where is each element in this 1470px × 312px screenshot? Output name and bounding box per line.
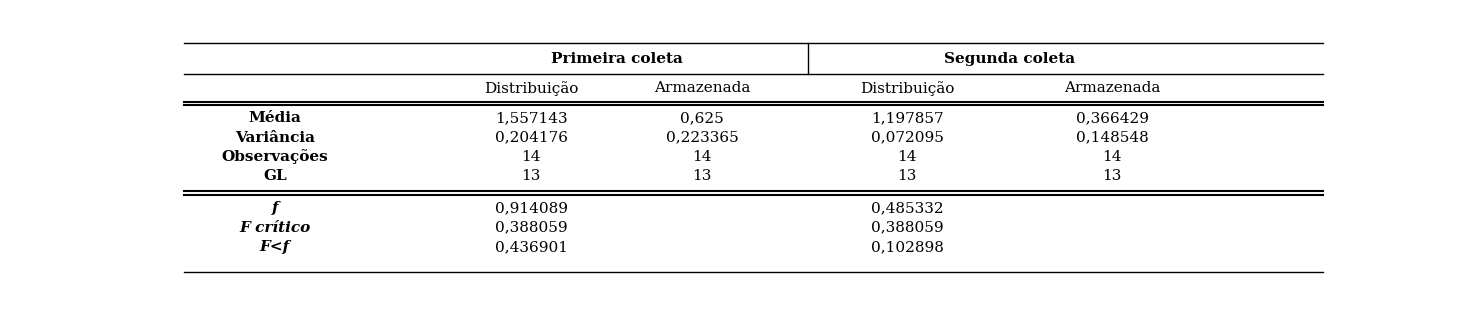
Text: 14: 14 (897, 150, 917, 164)
Text: 0,204176: 0,204176 (495, 130, 567, 144)
Text: 0,625: 0,625 (681, 111, 725, 125)
Text: Segunda coleta: Segunda coleta (944, 52, 1075, 66)
Text: 14: 14 (1102, 150, 1122, 164)
Text: Armazenada: Armazenada (654, 81, 750, 95)
Text: 1,197857: 1,197857 (870, 111, 944, 125)
Text: 1,557143: 1,557143 (495, 111, 567, 125)
Text: GL: GL (263, 169, 287, 183)
Text: Primeira coleta: Primeira coleta (551, 52, 682, 66)
Text: f: f (272, 201, 278, 215)
Text: 0,148548: 0,148548 (1076, 130, 1148, 144)
Text: 13: 13 (898, 169, 917, 183)
Text: Armazenada: Armazenada (1064, 81, 1160, 95)
Text: 0,102898: 0,102898 (870, 240, 944, 254)
Text: 14: 14 (522, 150, 541, 164)
Text: Distribuição: Distribuição (484, 81, 578, 96)
Text: Distribuição: Distribuição (860, 81, 954, 96)
Text: 13: 13 (522, 169, 541, 183)
Text: 0,436901: 0,436901 (495, 240, 567, 254)
Text: 13: 13 (1102, 169, 1122, 183)
Text: Observações: Observações (222, 149, 328, 164)
Text: Média: Média (248, 111, 301, 125)
Text: 0,388059: 0,388059 (870, 221, 944, 235)
Text: 0,485332: 0,485332 (870, 201, 944, 215)
Text: Variância: Variância (235, 130, 315, 144)
Text: 0,914089: 0,914089 (495, 201, 567, 215)
Text: 14: 14 (692, 150, 711, 164)
Text: F crítico: F crítico (240, 221, 310, 235)
Text: 0,223365: 0,223365 (666, 130, 738, 144)
Text: 13: 13 (692, 169, 711, 183)
Text: 0,366429: 0,366429 (1076, 111, 1148, 125)
Text: 0,388059: 0,388059 (495, 221, 567, 235)
Text: 0,072095: 0,072095 (870, 130, 944, 144)
Text: F<f: F<f (260, 240, 290, 254)
